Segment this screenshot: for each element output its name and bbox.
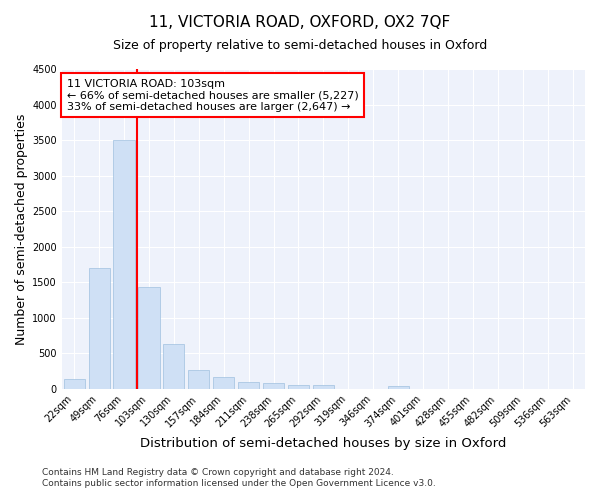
- Bar: [388, 386, 409, 389]
- Bar: [89, 268, 110, 389]
- Text: Contains HM Land Registry data © Crown copyright and database right 2024.
Contai: Contains HM Land Registry data © Crown c…: [42, 468, 436, 487]
- Text: Size of property relative to semi-detached houses in Oxford: Size of property relative to semi-detach…: [113, 39, 487, 52]
- Bar: [313, 386, 334, 389]
- Text: 11 VICTORIA ROAD: 103sqm
← 66% of semi-detached houses are smaller (5,227)
33% o: 11 VICTORIA ROAD: 103sqm ← 66% of semi-d…: [67, 78, 359, 112]
- Bar: [64, 379, 85, 389]
- Y-axis label: Number of semi-detached properties: Number of semi-detached properties: [15, 114, 28, 344]
- Text: 11, VICTORIA ROAD, OXFORD, OX2 7QF: 11, VICTORIA ROAD, OXFORD, OX2 7QF: [149, 15, 451, 30]
- Bar: [288, 384, 309, 389]
- Bar: [213, 377, 235, 389]
- Bar: [139, 287, 160, 389]
- Bar: [238, 382, 259, 389]
- X-axis label: Distribution of semi-detached houses by size in Oxford: Distribution of semi-detached houses by …: [140, 437, 506, 450]
- Bar: [263, 383, 284, 389]
- Bar: [188, 370, 209, 389]
- Bar: [163, 344, 184, 389]
- Bar: [113, 140, 134, 389]
